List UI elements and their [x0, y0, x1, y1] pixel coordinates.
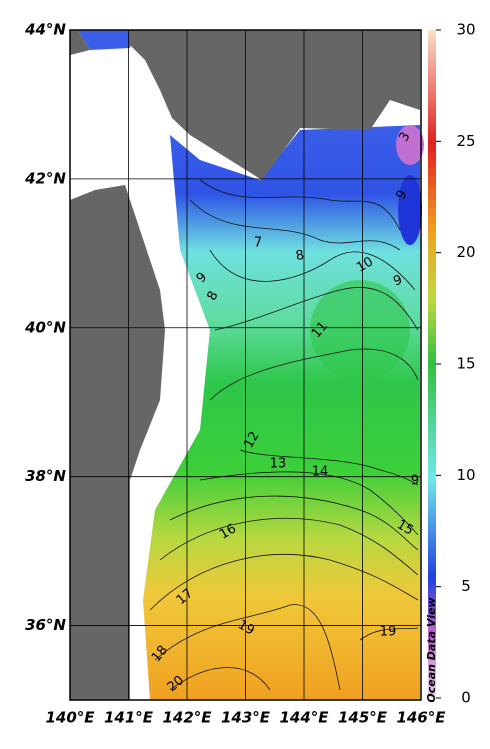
- colorbar-tick-label: 5: [461, 577, 471, 595]
- contour-label: 7: [254, 236, 262, 251]
- credit: Ocean Data View: [425, 597, 438, 703]
- lat-tick-label: 36°N: [25, 616, 66, 634]
- lon-tick-label: 141°E: [104, 709, 154, 727]
- contour-label: 15: [394, 517, 416, 538]
- sst-field: [396, 125, 424, 165]
- contour-label: 14: [312, 465, 329, 480]
- lon-tick-label: 142°E: [162, 709, 212, 727]
- lat-tick-label: 44°N: [24, 21, 66, 39]
- lon-tick-label: 143°E: [221, 709, 271, 727]
- colorbar-tick-label: 15: [456, 355, 475, 373]
- land: [70, 30, 90, 55]
- contour-label: 9: [411, 474, 419, 489]
- colorbar-tick-label: 25: [456, 132, 475, 150]
- contour-label: 19: [380, 625, 397, 640]
- lon-tick-label: 145°E: [338, 709, 388, 727]
- contour-label: 8: [295, 248, 306, 264]
- contour-label: 10: [354, 254, 376, 275]
- sst-field: [310, 280, 410, 380]
- land: [70, 185, 165, 700]
- colorbar-tick-label: 0: [461, 689, 471, 707]
- colorbar-tick-label: 20: [456, 243, 475, 261]
- lat-tick-label: 38°N: [25, 467, 66, 485]
- sst-field: [398, 175, 422, 245]
- lon-tick-label: 140°E: [45, 709, 95, 727]
- land: [130, 30, 420, 180]
- colorbar: [428, 30, 436, 698]
- sst-field: [143, 125, 420, 700]
- lat-tick-label: 40°N: [24, 318, 66, 336]
- lat-tick-label: 42°N: [24, 169, 66, 187]
- lon-tick-label: 146°E: [396, 709, 446, 727]
- colorbar-tick-label: 10: [456, 466, 475, 484]
- contour-label: 19: [235, 617, 257, 638]
- sst-field: [78, 30, 135, 50]
- contour-label: 13: [270, 457, 287, 472]
- colorbar-tick-label: 30: [456, 21, 475, 39]
- contour-label: 12: [241, 429, 262, 451]
- lon-tick-label: 144°E: [279, 709, 329, 727]
- contour-label: 16: [217, 521, 239, 542]
